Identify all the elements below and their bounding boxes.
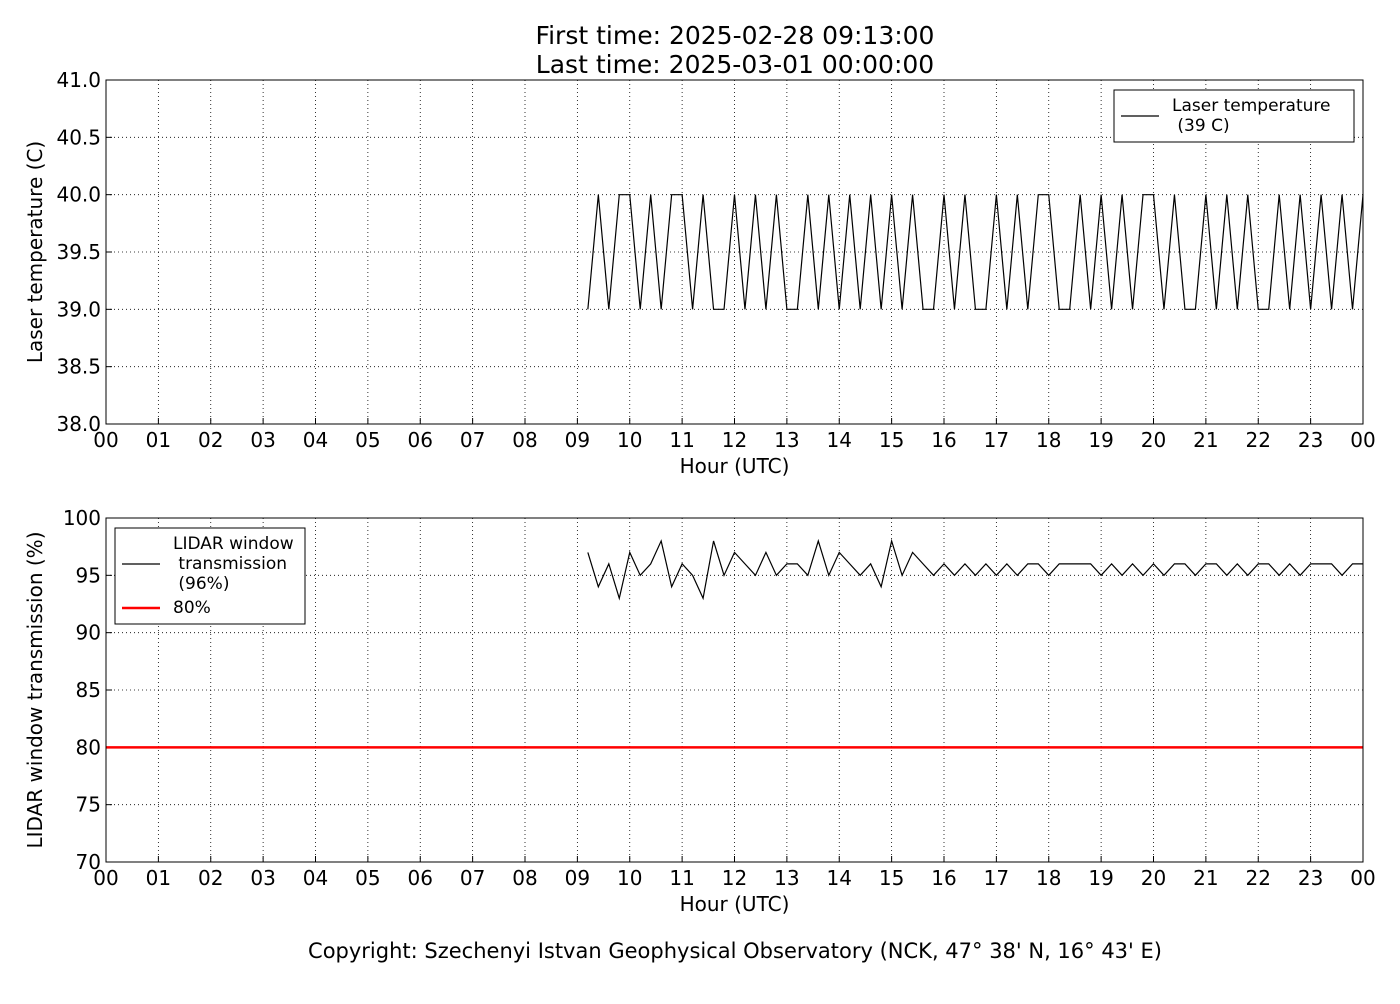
x-tick-label: 00 xyxy=(93,428,118,452)
x-tick-label: 10 xyxy=(617,866,642,890)
data-line xyxy=(587,538,1363,601)
x-tick-label: 08 xyxy=(512,866,537,890)
x-tick-label: 17 xyxy=(984,866,1009,890)
x-tick-label: 18 xyxy=(1036,428,1061,452)
y-tick-label: 90 xyxy=(76,621,101,645)
y-axis-label: LIDAR window transmission (%) xyxy=(23,532,47,849)
x-tick-label: 22 xyxy=(1246,428,1271,452)
y-tick-label: 39.5 xyxy=(56,240,101,264)
x-tick-label: 16 xyxy=(931,866,956,890)
legend-label: Laser temperature (39 C) xyxy=(1172,96,1330,136)
x-tick-label: 07 xyxy=(460,428,485,452)
legend-label: LIDAR window transmission (96%) xyxy=(173,534,294,594)
x-tick-label: 00 xyxy=(1350,866,1375,890)
y-tick-label: 85 xyxy=(76,678,101,702)
y-tick-label: 38.5 xyxy=(56,355,101,379)
x-axis-label: Hour (UTC) xyxy=(680,892,790,916)
y-tick-label: 80 xyxy=(76,735,101,759)
x-tick-label: 08 xyxy=(512,428,537,452)
x-tick-label: 04 xyxy=(303,428,328,452)
x-tick-label: 01 xyxy=(146,428,171,452)
x-tick-label: 06 xyxy=(408,428,433,452)
x-tick-label: 10 xyxy=(617,428,642,452)
y-tick-label: 95 xyxy=(76,563,101,587)
x-tick-label: 12 xyxy=(722,428,747,452)
x-tick-label: 20 xyxy=(1141,428,1166,452)
x-tick-label: 13 xyxy=(774,428,799,452)
x-tick-label: 05 xyxy=(355,866,380,890)
x-tick-label: 15 xyxy=(879,866,904,890)
x-tick-label: 11 xyxy=(669,866,694,890)
x-tick-label: 19 xyxy=(1088,866,1113,890)
y-tick-label: 38.0 xyxy=(56,412,101,436)
x-tick-label: 09 xyxy=(565,866,590,890)
x-tick-label: 15 xyxy=(879,428,904,452)
x-tick-label: 22 xyxy=(1246,866,1271,890)
x-tick-label: 12 xyxy=(722,866,747,890)
y-tick-label: 100 xyxy=(63,506,101,530)
x-tick-label: 00 xyxy=(1350,428,1375,452)
x-axis-label: Hour (UTC) xyxy=(680,454,790,478)
subtitle: Last time: 2025-03-01 00:00:00 xyxy=(536,50,934,79)
x-tick-label: 18 xyxy=(1036,866,1061,890)
x-tick-label: 21 xyxy=(1193,428,1218,452)
x-tick-label: 00 xyxy=(93,866,118,890)
x-tick-label: 07 xyxy=(460,866,485,890)
x-tick-label: 21 xyxy=(1193,866,1218,890)
x-tick-label: 09 xyxy=(565,428,590,452)
y-tick-label: 70 xyxy=(76,850,101,874)
x-tick-label: 23 xyxy=(1298,866,1323,890)
x-tick-label: 17 xyxy=(984,428,1009,452)
data-line xyxy=(587,194,1364,310)
x-tick-label: 14 xyxy=(827,428,852,452)
x-tick-label: 04 xyxy=(303,866,328,890)
legend-label: 80% xyxy=(173,598,211,618)
x-tick-label: 13 xyxy=(774,866,799,890)
plot-frame xyxy=(105,517,1364,863)
x-tick-label: 02 xyxy=(198,866,223,890)
y-axis-label: Laser temperature (C) xyxy=(23,141,47,363)
x-tick-label: 02 xyxy=(198,428,223,452)
x-tick-label: 20 xyxy=(1141,866,1166,890)
copyright: Copyright: Szechenyi Istvan Geophysical … xyxy=(308,939,1162,963)
x-tick-label: 16 xyxy=(931,428,956,452)
y-tick-label: 41.0 xyxy=(56,68,101,92)
y-tick-label: 40.0 xyxy=(56,183,101,207)
x-tick-label: 19 xyxy=(1088,428,1113,452)
x-tick-label: 23 xyxy=(1298,428,1323,452)
y-tick-label: 39.0 xyxy=(56,297,101,321)
y-tick-label: 75 xyxy=(76,793,101,817)
plot-frame xyxy=(105,79,1364,425)
x-tick-label: 03 xyxy=(250,428,275,452)
x-tick-label: 03 xyxy=(250,866,275,890)
x-tick-label: 11 xyxy=(669,428,694,452)
x-tick-label: 06 xyxy=(408,866,433,890)
y-tick-label: 40.5 xyxy=(56,125,101,149)
x-tick-label: 01 xyxy=(146,866,171,890)
x-tick-label: 14 xyxy=(827,866,852,890)
title: First time: 2025-02-28 09:13:00 xyxy=(536,21,935,50)
x-tick-label: 05 xyxy=(355,428,380,452)
